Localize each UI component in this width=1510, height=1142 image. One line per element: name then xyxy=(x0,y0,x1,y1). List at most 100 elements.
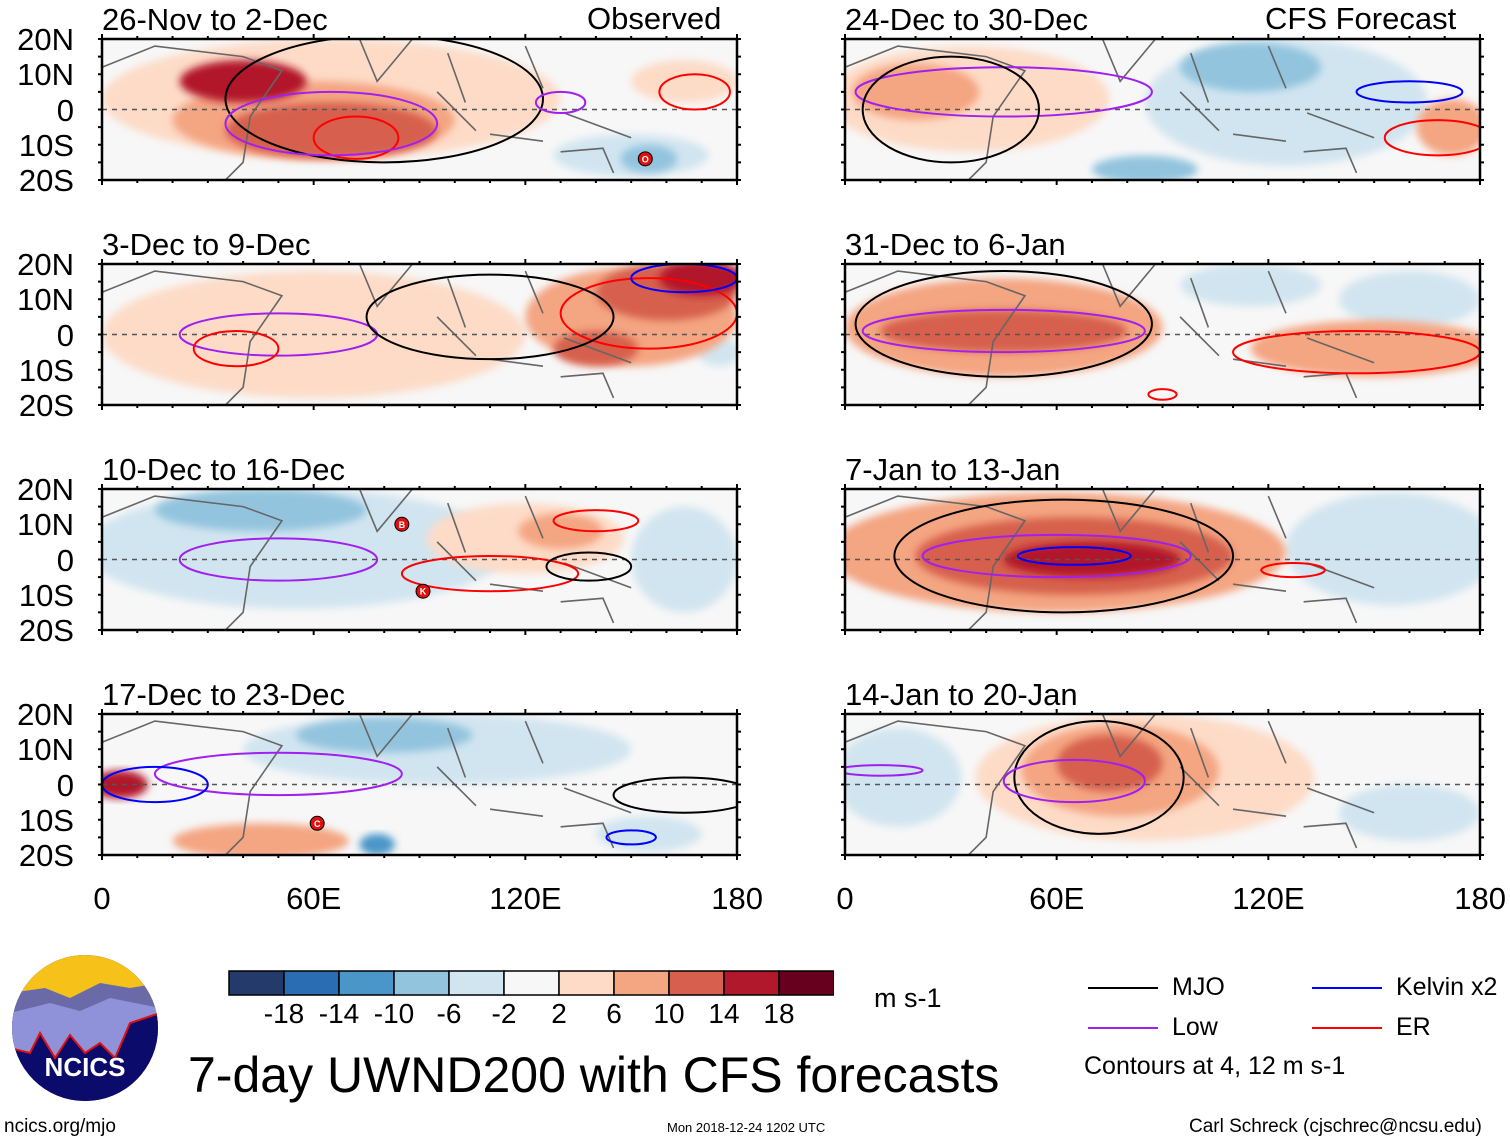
legend-label: ER xyxy=(1396,1013,1431,1041)
coastlines xyxy=(102,714,632,855)
lon-label: 60E xyxy=(1029,881,1085,916)
forecast-label: CFS Forecast xyxy=(1265,1,1457,36)
colorbar-swatch xyxy=(228,970,285,996)
mjo-contour xyxy=(612,776,737,814)
er-contour xyxy=(400,554,580,593)
anomaly-region xyxy=(845,728,962,827)
footer-author: Carl Schreck (cjschrec@ncsu.edu) xyxy=(1189,1116,1482,1137)
lat-label: 20S xyxy=(18,838,74,873)
map-panel xyxy=(841,34,1484,185)
colorbar-tick: 6 xyxy=(606,998,622,1029)
mjo-contour xyxy=(854,270,1153,378)
colorbar-tick: 2 xyxy=(551,998,567,1029)
lat-label: 20S xyxy=(18,613,74,648)
map-panel: BK xyxy=(98,484,741,635)
colorbar-swatch xyxy=(393,970,450,996)
map-panel xyxy=(841,484,1484,635)
lon-label: 120E xyxy=(489,881,562,916)
marker-letter: C xyxy=(314,819,321,829)
anomaly-region xyxy=(1180,42,1322,92)
observed-label: Observed xyxy=(587,1,722,36)
map-panel xyxy=(841,259,1484,410)
mjo-contour xyxy=(365,273,615,361)
lat-label: 0 xyxy=(56,92,74,128)
lat-label: 10S xyxy=(18,127,74,163)
footer-timestamp: Mon 2018-12-24 1202 UTC xyxy=(667,1120,826,1135)
anomaly-region xyxy=(631,60,737,103)
lat-label: 20N xyxy=(17,22,74,57)
colorbar-swatch xyxy=(503,970,560,996)
colorbar-tick: -6 xyxy=(436,998,462,1029)
anomaly-region xyxy=(518,513,603,549)
coastlines xyxy=(102,489,632,630)
lat-label: 10N xyxy=(17,732,74,768)
colorbar-swatch xyxy=(448,970,505,996)
lat-label: 20N xyxy=(17,697,74,732)
low-contour xyxy=(921,533,1192,579)
marker-letter: B xyxy=(399,520,406,530)
panel-title: 24-Dec to 30-Dec xyxy=(845,2,1088,37)
colorbar-tick: -2 xyxy=(491,998,517,1029)
panel-title: 31-Dec to 6-Jan xyxy=(845,227,1066,262)
lon-label: 0 xyxy=(93,881,111,916)
lon-label: 180 xyxy=(711,881,763,916)
colorbar-tick: 18 xyxy=(763,998,795,1029)
low-contour xyxy=(861,308,1146,354)
panel-title: 10-Dec to 16-Dec xyxy=(102,452,345,487)
anomaly-region xyxy=(1180,264,1322,307)
lon-label: 60E xyxy=(286,881,342,916)
colorbar xyxy=(228,970,834,996)
lon-label: 120E xyxy=(1232,881,1305,916)
panel-title: 3-Dec to 9-Dec xyxy=(102,227,311,262)
legend-label: Low xyxy=(1172,1013,1218,1041)
anomaly-region xyxy=(1003,541,1181,578)
lon-label: 0 xyxy=(836,881,854,916)
panel-title: 17-Dec to 23-Dec xyxy=(102,677,345,712)
anomaly-region xyxy=(1091,155,1198,180)
er-contour xyxy=(1147,388,1178,401)
er-contour xyxy=(192,329,280,368)
panel-title: 26-Nov to 2-Dec xyxy=(102,2,328,37)
colorbar-tick: -18 xyxy=(263,998,305,1029)
lat-label: 10S xyxy=(18,352,74,388)
anomaly-region xyxy=(1338,784,1480,841)
lat-label: 10S xyxy=(18,577,74,613)
lat-label: 0 xyxy=(56,767,74,803)
coastlines xyxy=(102,264,632,405)
marker-letter: O xyxy=(642,154,649,164)
lat-label: 10N xyxy=(17,57,74,93)
colorbar-tick: 14 xyxy=(708,998,740,1029)
footer-url[interactable]: ncics.org/mjo xyxy=(4,1116,116,1137)
low-contour xyxy=(845,764,924,777)
map-panel xyxy=(841,709,1484,860)
panel-title: 7-Jan to 13-Jan xyxy=(845,452,1061,487)
anomaly-region xyxy=(659,264,737,296)
kelvin-contour xyxy=(1355,80,1464,104)
mjo-contour xyxy=(545,551,633,582)
lat-label: 20S xyxy=(18,388,74,423)
tropical-cyclone-marker: O xyxy=(637,151,653,167)
anomaly-region xyxy=(1338,271,1480,328)
legend-label: Kelvin x2 xyxy=(1396,973,1498,1001)
coastlines xyxy=(845,264,1375,405)
map-panel: O xyxy=(98,34,741,185)
colorbar-swatch xyxy=(338,970,395,996)
lat-label: 20N xyxy=(17,472,74,507)
legend-label: MJO xyxy=(1172,973,1225,1001)
colorbar-tick: -14 xyxy=(318,998,360,1029)
tropical-cyclone-marker: B xyxy=(394,516,410,532)
mjo-contour xyxy=(1013,720,1185,835)
er-contour xyxy=(552,509,640,533)
lat-label: 10N xyxy=(17,507,74,543)
anomaly-region xyxy=(154,489,367,532)
legend-line-er xyxy=(1312,1027,1382,1029)
anomaly-region xyxy=(179,60,307,103)
colorbar-units: m s-1 xyxy=(874,983,942,1013)
coastlines xyxy=(845,489,1375,630)
legend-line-low xyxy=(1088,1027,1158,1029)
colorbar-swatch xyxy=(283,970,340,996)
anomaly-region xyxy=(359,833,395,855)
ncics-logo: NCICS xyxy=(12,955,158,1101)
colorbar-swatch xyxy=(668,970,725,996)
tropical-cyclone-marker: C xyxy=(309,815,325,831)
